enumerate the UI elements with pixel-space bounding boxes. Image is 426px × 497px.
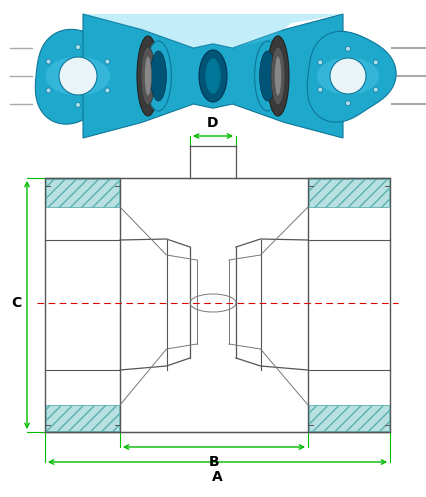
Ellipse shape	[145, 41, 171, 111]
Ellipse shape	[141, 47, 155, 105]
Ellipse shape	[75, 45, 81, 50]
Ellipse shape	[205, 58, 221, 94]
Bar	[309, 405, 389, 431]
Ellipse shape	[144, 56, 152, 96]
Ellipse shape	[137, 36, 159, 116]
Ellipse shape	[373, 60, 378, 65]
Ellipse shape	[59, 57, 97, 95]
Ellipse shape	[46, 88, 51, 93]
Polygon shape	[35, 29, 128, 124]
Ellipse shape	[267, 36, 289, 116]
Ellipse shape	[105, 59, 110, 64]
Ellipse shape	[274, 56, 282, 96]
Ellipse shape	[105, 88, 110, 93]
Ellipse shape	[150, 51, 167, 101]
Polygon shape	[83, 14, 343, 138]
Polygon shape	[46, 57, 110, 95]
Bar	[308, 178, 390, 432]
Ellipse shape	[199, 50, 227, 102]
Text: C: C	[11, 296, 21, 310]
Polygon shape	[83, 14, 343, 48]
Ellipse shape	[259, 51, 276, 101]
Ellipse shape	[330, 58, 366, 94]
Ellipse shape	[318, 60, 323, 65]
Polygon shape	[317, 58, 379, 94]
Polygon shape	[307, 31, 396, 122]
Text: A: A	[212, 470, 223, 484]
Ellipse shape	[255, 41, 281, 111]
Text: D: D	[207, 116, 219, 130]
Ellipse shape	[318, 87, 323, 92]
Ellipse shape	[373, 87, 378, 92]
Ellipse shape	[345, 46, 351, 51]
Ellipse shape	[345, 101, 351, 106]
Ellipse shape	[46, 59, 51, 64]
Bar	[46, 179, 119, 207]
Text: B: B	[209, 455, 219, 469]
Ellipse shape	[271, 47, 285, 105]
Bar	[45, 178, 120, 432]
Ellipse shape	[75, 102, 81, 107]
Bar	[43, 176, 392, 434]
Bar	[309, 179, 389, 207]
Bar	[46, 405, 119, 431]
